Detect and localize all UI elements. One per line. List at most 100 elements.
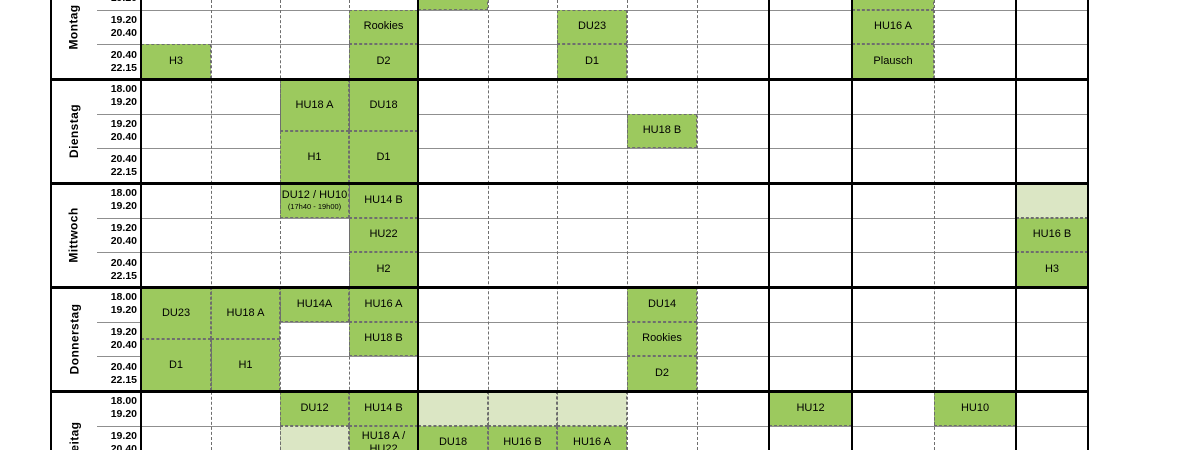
day-border-line <box>50 181 1089 185</box>
schedule-cell: HU14 B <box>349 183 418 218</box>
column-dashed-line <box>487 0 489 450</box>
schedule-cell: Rookies <box>627 321 697 357</box>
cell-sublabel: (17h40 - 19h00) <box>287 202 342 212</box>
time-start: 19.20 <box>110 429 137 442</box>
day-name: Montag <box>67 4 81 50</box>
schedule-cell: HU18 A / HU22 <box>349 425 418 450</box>
cell-label: HU16 A <box>874 20 912 33</box>
schedule-cell: HU16 A <box>349 287 418 322</box>
time-end: 19.20 <box>110 408 137 421</box>
time-slot: 19.20 20.40 <box>97 426 141 450</box>
group-border-line <box>50 0 52 450</box>
schedule-cell: D1 <box>349 131 418 183</box>
schedule-cell <box>488 391 557 426</box>
cell-label: HU14 B <box>364 193 403 206</box>
schedule-cell: HU18 B <box>349 321 418 357</box>
cell-label: DU23 <box>577 20 607 33</box>
row-separator-line <box>97 217 1088 219</box>
cell-label: DU12 / HU10 <box>281 189 348 202</box>
row-separator-line <box>97 321 1088 323</box>
day-label-freitag: Freitag <box>51 391 97 450</box>
time-end: 19.20 <box>110 304 137 317</box>
time-start: 18.00 <box>110 83 137 96</box>
cell-label: HU10 <box>960 401 990 414</box>
cell-label: DU18 <box>438 436 468 449</box>
time-end: 19.20 <box>110 200 137 213</box>
day-name: Freitag <box>67 421 81 450</box>
schedule-cell: H2 <box>349 252 418 287</box>
time-start: 20.40 <box>110 256 137 269</box>
schedule-cell: HU12 <box>769 391 852 426</box>
schedule-cell: H3 <box>141 44 211 79</box>
time-slot: 20.40 22.15 <box>97 252 141 287</box>
cell-label: H3 <box>168 55 184 68</box>
group-border-line <box>417 0 419 450</box>
cell-label: Rookies <box>363 20 404 33</box>
group-border-line <box>1087 0 1089 450</box>
column-dashed-line <box>210 0 212 450</box>
time-slot: 20.40 22.15 <box>97 44 141 79</box>
cell-label: DU18 <box>369 98 398 111</box>
day-name: Mittwoch <box>67 207 82 263</box>
row-separator-line <box>97 148 1088 150</box>
time-start: 19.20 <box>110 117 137 130</box>
schedule-cell: D2 <box>627 356 697 391</box>
column-dashed-line <box>348 0 350 450</box>
cell-label: D1 <box>376 150 391 163</box>
group-border-line <box>1015 0 1017 450</box>
schedule-cell: HU18 A <box>211 287 280 339</box>
schedule-cell: DU18 <box>418 425 488 450</box>
group-border-line <box>768 0 770 450</box>
cell-label: D1 <box>584 55 600 68</box>
row-separator-line <box>97 113 1088 115</box>
cell-label: HU12 <box>796 401 825 414</box>
time-start: 20.40 <box>110 360 137 373</box>
cell-label-line2: HU22 <box>369 442 398 450</box>
cell-label: HU18 B <box>642 124 682 137</box>
time-end: 22.15 <box>110 165 137 178</box>
day-label-dienstag: Dienstag <box>51 79 97 183</box>
schedule-cell: DU23 <box>557 9 627 45</box>
column-dashed-line <box>626 0 628 450</box>
schedule-cell: Plausch <box>852 44 934 79</box>
time-end: 20.40 <box>110 234 137 247</box>
day-label-montag: Montag <box>51 0 97 79</box>
time-start: 19.20 <box>110 221 137 234</box>
time-start: 19.20 <box>110 325 137 338</box>
schedule-cell: H3 <box>1016 252 1088 287</box>
time-start: 18.00 <box>110 187 137 200</box>
cell-label: HU14A <box>296 297 333 310</box>
cell-label: H3 <box>1044 263 1060 276</box>
schedule-cell: H1 <box>211 339 280 391</box>
time-end: 19.20 <box>111 0 137 5</box>
schedule-cell <box>418 0 488 10</box>
schedule-cell <box>1016 183 1088 218</box>
schedule-cell: D1 <box>141 339 211 391</box>
day-label-mittwoch: Mittwoch <box>51 183 97 287</box>
schedule-cell: DU23 <box>141 287 211 339</box>
schedule-cell: HU18 B <box>627 113 697 149</box>
cell-label: DU14 <box>647 297 677 310</box>
schedule-cell: DU14 <box>627 287 697 322</box>
cell-label: HU18 B <box>364 332 403 345</box>
row-separator-line <box>97 252 1088 254</box>
row-separator-line <box>97 356 1088 358</box>
cell-label: HU18 A / <box>361 429 406 442</box>
schedule-cell: HU22 <box>349 217 418 253</box>
time-end: 22.15 <box>110 373 137 386</box>
day-border-line <box>50 285 1089 289</box>
schedule-cell: HU14A <box>280 287 349 322</box>
cell-label: HU16 B <box>503 436 542 449</box>
time-start: 20.40 <box>110 152 137 165</box>
cell-label: Plausch <box>873 55 913 68</box>
time-end: 22.15 <box>110 269 137 282</box>
time-start: 18.00 <box>110 291 137 304</box>
time-slot: 19.20 20.40 <box>97 114 141 149</box>
schedule-cell: D1 <box>557 44 627 79</box>
schedule-cell <box>852 0 934 10</box>
